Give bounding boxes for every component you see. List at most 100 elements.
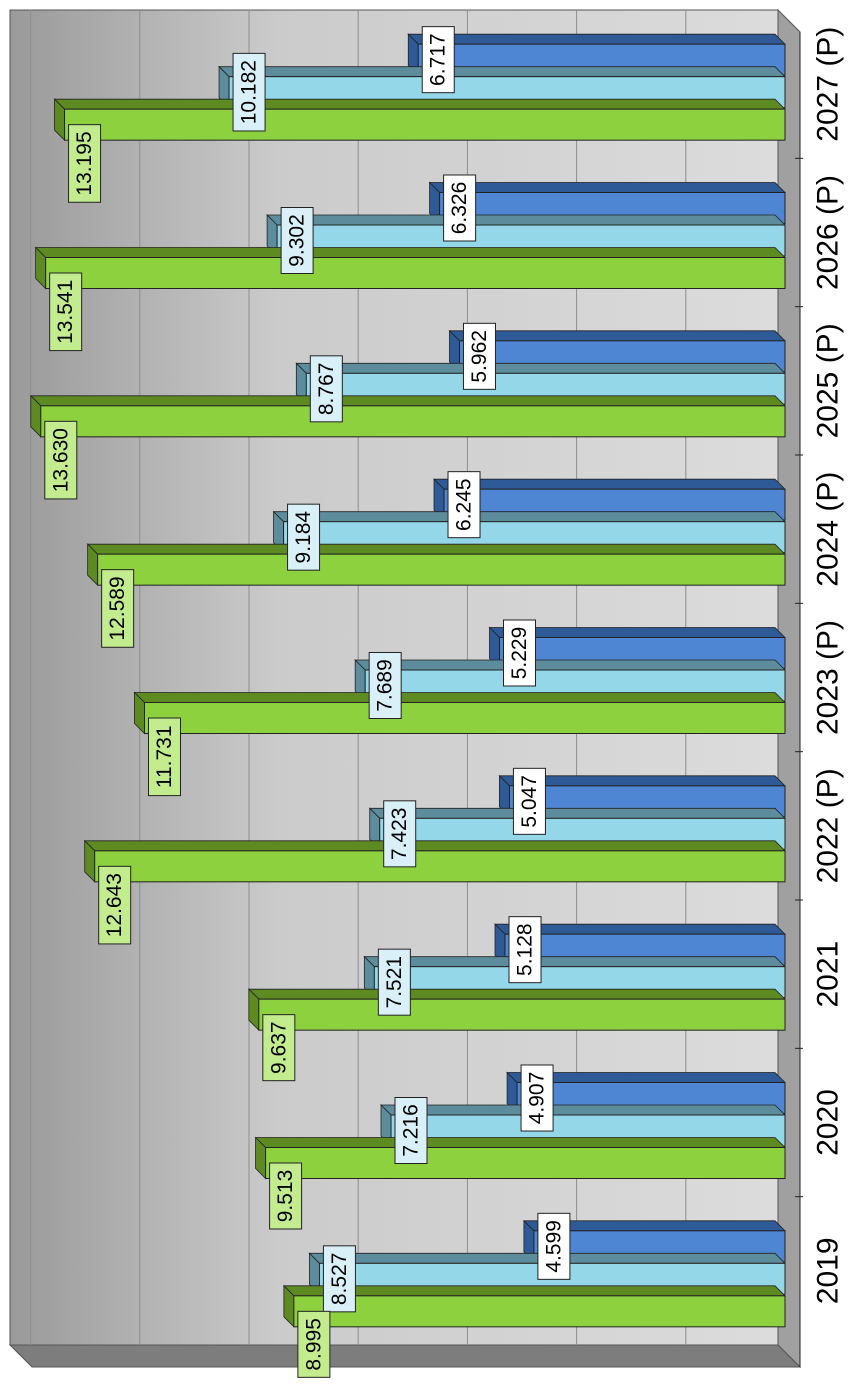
category-label: 2023 (P) (812, 620, 845, 735)
value-label: 10.182 (232, 52, 266, 132)
value-label: 12.643 (98, 865, 132, 945)
value-label: 7.423 (383, 800, 417, 868)
value-label-box (377, 948, 411, 1016)
value-label-box (512, 767, 546, 835)
value-label-box (68, 124, 102, 203)
value-label-box (44, 420, 78, 500)
value-label: 7.216 (394, 1097, 428, 1164)
value-label: 8.995 (297, 1310, 331, 1378)
value-label: 8.527 (322, 1245, 356, 1313)
value-label-text: 9.637 (267, 1021, 290, 1074)
bar-top-face (380, 1104, 786, 1116)
category-label: 2021 (812, 941, 845, 1008)
value-labels: 6.717 10.182 13.195 6.326 9.302 13.541 5.962 8.… (44, 26, 571, 1378)
value-label-text: 8.995 (302, 1318, 325, 1371)
value-label-box (147, 717, 181, 797)
value-label-box (421, 26, 455, 94)
value-label-text: 4.907 (526, 1072, 549, 1125)
bar-top-face (272, 511, 786, 523)
bar-s0-5 (86, 543, 786, 587)
bar-top-face (448, 330, 786, 342)
category-label: 2020 (812, 1089, 845, 1156)
value-label-box (502, 619, 536, 687)
bar-s0-0 (282, 1284, 786, 1328)
bar-front-face (40, 405, 786, 438)
bars (29, 33, 786, 1328)
value-label-text: 7.689 (374, 659, 397, 712)
value-label-box (394, 1097, 428, 1164)
value-label-text: 6.717 (427, 33, 450, 86)
value-label-box (322, 1245, 356, 1313)
value-label-box (309, 355, 343, 423)
bar-top-face (83, 840, 786, 852)
value-label: 9.302 (280, 207, 314, 274)
bar-front-face (45, 257, 786, 289)
value-label-box (508, 916, 542, 984)
value-label-text: 6.245 (453, 478, 476, 531)
value-label: 5.962 (462, 322, 496, 390)
value-label-text: 13.195 (73, 131, 96, 195)
value-label-text: 10.182 (238, 60, 261, 124)
bar-front-face (143, 702, 786, 734)
bar-front-face (258, 998, 786, 1031)
value-label-text: 9.513 (274, 1170, 297, 1223)
bar-top-face (354, 659, 786, 671)
value-label: 13.541 (49, 272, 83, 352)
value-label-text: 7.423 (388, 808, 411, 861)
bar-top-face (133, 692, 786, 703)
value-label-box (49, 272, 83, 352)
bar-s0-7 (34, 246, 786, 290)
value-label-text: 7.521 (383, 956, 406, 1009)
bar-top-face (295, 362, 786, 374)
bar-top-face (428, 182, 786, 193)
value-label: 6.717 (421, 26, 455, 94)
value-label: 5.047 (512, 767, 546, 835)
value-label-box (368, 652, 402, 719)
value-label-box (462, 322, 496, 390)
value-label: 9.513 (269, 1162, 303, 1230)
value-label: 12.589 (101, 569, 135, 648)
value-label-box (280, 207, 314, 274)
value-label-text: 5.229 (508, 627, 531, 680)
value-label: 8.767 (309, 355, 343, 423)
value-label-box (101, 569, 135, 648)
value-label-box (537, 1212, 571, 1280)
value-label-box (287, 503, 321, 571)
value-label-box (232, 52, 266, 132)
value-label-text: 12.589 (106, 576, 129, 640)
bar-s0-3 (83, 839, 786, 883)
category-label: 2027 (P) (812, 27, 845, 142)
category-axis: 2027 (P) 2026 (P) 2025 (P) 2024 (P) 2023 (P)… (795, 27, 845, 1367)
value-label-box (443, 174, 477, 242)
value-label: 6.326 (443, 174, 477, 242)
value-label: 6.245 (447, 471, 481, 539)
value-label-text: 8.767 (315, 363, 338, 416)
bar-top-face (34, 247, 786, 258)
value-label-text: 5.128 (514, 923, 537, 976)
value-label-text: 11.731 (153, 725, 176, 788)
bar-top-face (29, 395, 786, 407)
value-label-text: 6.326 (448, 182, 471, 235)
bar-top-face (86, 543, 786, 555)
bar-s0-1 (254, 1136, 786, 1180)
value-label: 4.599 (537, 1212, 571, 1280)
bar-top-face (53, 98, 786, 110)
value-label: 4.907 (520, 1064, 554, 1132)
value-label-text: 12.643 (103, 873, 126, 937)
value-label-box (520, 1064, 554, 1132)
bar-front-face (265, 1147, 786, 1179)
value-label-box (383, 800, 417, 868)
bar-top-face (368, 807, 786, 819)
value-label: 7.689 (368, 652, 402, 719)
bar-s0-8 (53, 98, 786, 142)
bar-s0-6 (29, 394, 786, 438)
bar-s0-4 (133, 691, 786, 735)
bar-top-face (433, 478, 786, 490)
value-label-box (98, 865, 132, 945)
category-label: 2024 (P) (812, 472, 845, 587)
bar-front-face (64, 108, 786, 141)
value-label-box (447, 471, 481, 539)
value-label-text: 8.527 (328, 1253, 351, 1306)
bar-front-face (94, 850, 786, 883)
